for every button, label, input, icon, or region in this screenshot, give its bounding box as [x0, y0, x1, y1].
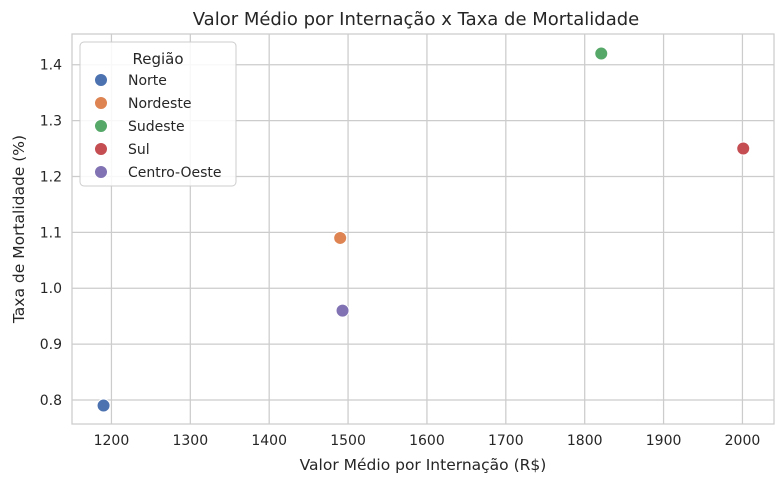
x-axis-ticks: 1200 1300 1400 1500 1600 1700 1800 1900 2000 [94, 433, 761, 449]
data-point [333, 230, 348, 245]
legend: Região Norte Nordeste Sudeste Sul Centro-Oes… [79, 41, 237, 187]
y-tick-label: 1.2 [40, 169, 62, 185]
legend-label: Nordeste [128, 96, 191, 112]
x-tick-label: 1500 [330, 433, 366, 449]
legend-box [79, 41, 237, 187]
data-point [736, 141, 751, 156]
y-tick-label: 1.4 [40, 58, 62, 74]
grid-lines [72, 34, 774, 424]
legend-title: Região [132, 50, 183, 68]
data-point [335, 303, 350, 318]
x-tick-label: 1700 [488, 433, 524, 449]
chart-title: Valor Médio por Internação x Taxa de Mor… [193, 9, 639, 30]
y-tick-label: 1.1 [40, 225, 62, 241]
legend-items: Norte Nordeste Sudeste Sul Centro-Oeste [94, 73, 222, 181]
x-tick-label: 2000 [725, 433, 761, 449]
x-tick-label: 1200 [94, 433, 130, 449]
y-axis-ticks: 0.8 0.9 1.0 1.1 1.2 1.3 1.4 [40, 58, 62, 409]
x-tick-label: 1300 [172, 433, 208, 449]
legend-marker [94, 142, 108, 156]
x-tick-label: 1400 [251, 433, 287, 449]
legend-label: Norte [128, 73, 167, 89]
x-tick-label: 1800 [567, 433, 603, 449]
legend-label: Centro-Oeste [128, 165, 222, 181]
y-tick-label: 1.3 [40, 114, 62, 130]
plot-frame [71, 33, 775, 425]
x-tick-label: 1600 [409, 433, 445, 449]
y-axis-label: Taxa de Mortalidade (%) [10, 135, 28, 324]
legend-marker [94, 73, 108, 87]
data-point [594, 46, 609, 61]
legend-label: Sudeste [128, 119, 185, 135]
y-tick-label: 0.9 [40, 337, 62, 353]
legend-marker [94, 119, 108, 133]
y-tick-label: 0.8 [40, 393, 62, 409]
legend-label: Sul [128, 142, 150, 158]
x-tick-label: 1900 [646, 433, 682, 449]
legend-marker [94, 96, 108, 110]
legend-marker [94, 165, 108, 179]
x-axis-label: Valor Médio por Internação (R$) [300, 456, 547, 474]
y-tick-label: 1.0 [40, 281, 62, 297]
data-points [96, 46, 751, 413]
data-point [96, 398, 111, 413]
